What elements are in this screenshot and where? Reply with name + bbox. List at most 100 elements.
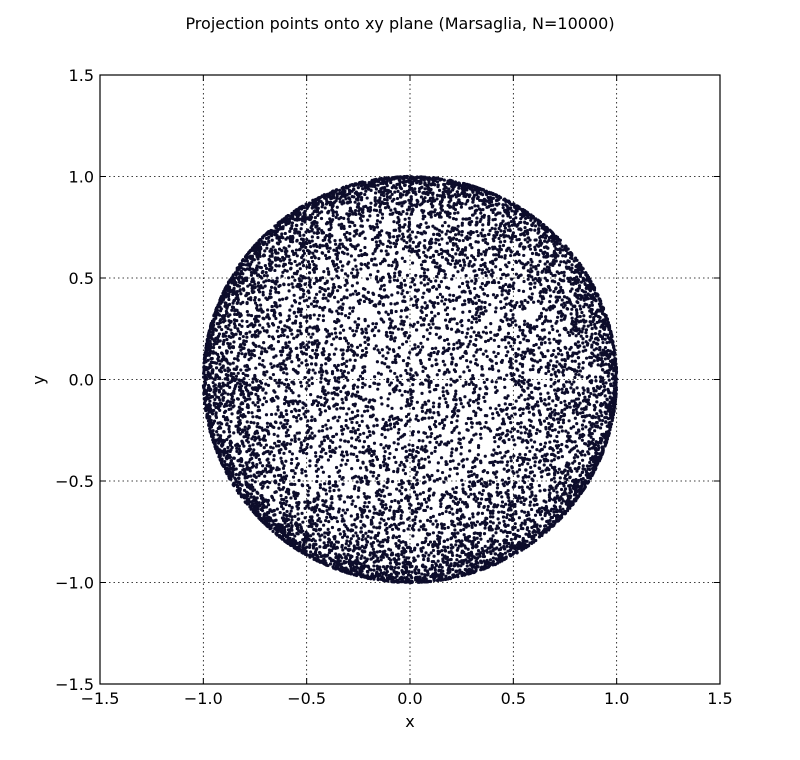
scatter-point [528, 351, 532, 355]
scatter-point [590, 326, 594, 331]
scatter-point [581, 391, 585, 395]
scatter-point [348, 232, 352, 236]
scatter-point [470, 326, 474, 330]
scatter-point [326, 382, 330, 386]
scatter-point [375, 222, 379, 226]
scatter-point [439, 504, 443, 509]
scatter-point [461, 310, 465, 314]
scatter-point [426, 572, 430, 577]
scatter-point [581, 341, 585, 345]
scatter-point [422, 250, 426, 254]
scatter-point [501, 214, 505, 218]
scatter-point [444, 476, 448, 480]
scatter-point [578, 369, 582, 373]
scatter-point [471, 255, 476, 259]
scatter-point [543, 239, 547, 243]
scatter-point [285, 357, 289, 361]
scatter-point [523, 398, 527, 402]
scatter-point [582, 298, 586, 302]
scatter-point [443, 220, 447, 225]
scatter-point [440, 255, 445, 259]
scatter-point [335, 289, 340, 293]
scatter-point [322, 541, 326, 545]
scatter-point [550, 324, 554, 328]
scatter-point [378, 521, 382, 525]
scatter-point [535, 318, 539, 322]
scatter-point [369, 201, 373, 205]
scatter-point [218, 376, 222, 381]
scatter-point [437, 269, 441, 273]
scatter-point [314, 454, 318, 458]
scatter-point [593, 331, 598, 336]
scatter-point [307, 296, 311, 300]
scatter-point [421, 546, 425, 550]
scatter-point [353, 200, 357, 204]
scatter-point [544, 365, 548, 369]
scatter-point [578, 304, 582, 308]
scatter-point [430, 563, 434, 567]
scatter-point [290, 438, 294, 442]
scatter-point [581, 427, 585, 431]
scatter-point [412, 559, 416, 563]
scatter-point [374, 559, 378, 563]
scatter-point [507, 260, 511, 265]
scatter-point [438, 476, 442, 481]
scatter-point [495, 203, 499, 207]
scatter-point [428, 440, 432, 444]
scatter-point [451, 293, 456, 298]
scatter-point [368, 433, 372, 437]
scatter-point [257, 356, 262, 360]
scatter-point [554, 364, 558, 368]
scatter-point [398, 273, 402, 277]
scatter-point [414, 328, 419, 332]
scatter-point [527, 418, 532, 422]
scatter-point [257, 298, 261, 302]
scatter-point [361, 294, 365, 298]
scatter-point [320, 465, 324, 469]
scatter-point [547, 395, 551, 399]
scatter-point [419, 503, 424, 507]
scatter-point [532, 300, 536, 304]
scatter-point [452, 490, 457, 494]
scatter-point [485, 377, 489, 382]
scatter-point [503, 385, 507, 389]
scatter-point [329, 544, 333, 548]
scatter-point [362, 431, 366, 435]
scatter-point [488, 482, 492, 486]
scatter-point [360, 349, 365, 353]
scatter-point [467, 382, 471, 386]
scatter-point [527, 410, 531, 414]
scatter-point [449, 377, 453, 381]
scatter-point [595, 400, 599, 404]
scatter-point [375, 225, 380, 229]
scatter-point [320, 442, 324, 446]
scatter-point [299, 417, 303, 421]
scatter-point [372, 550, 376, 554]
scatter-point [555, 360, 559, 364]
scatter-point [227, 435, 231, 439]
scatter-point [594, 389, 598, 393]
scatter-point [548, 427, 552, 431]
scatter-point [481, 238, 485, 242]
scatter-point [548, 491, 552, 495]
scatter-point [388, 383, 392, 387]
scatter-point [411, 240, 415, 244]
scatter-point [446, 538, 450, 542]
scatter-point [310, 239, 314, 243]
scatter-point [503, 454, 507, 458]
scatter-point [520, 375, 525, 380]
scatter-point [529, 218, 533, 222]
scatter-point [305, 319, 309, 323]
scatter-point [371, 458, 375, 463]
scatter-point [468, 487, 473, 492]
scatter-point [483, 454, 487, 458]
scatter-point [430, 431, 434, 436]
scatter-point [281, 330, 285, 334]
scatter-point [510, 320, 515, 324]
scatter-point [588, 420, 592, 424]
scatter-point [526, 485, 530, 489]
scatter-point [333, 415, 337, 419]
scatter-point [257, 457, 262, 462]
scatter-point [276, 408, 280, 412]
scatter-point [513, 443, 517, 447]
